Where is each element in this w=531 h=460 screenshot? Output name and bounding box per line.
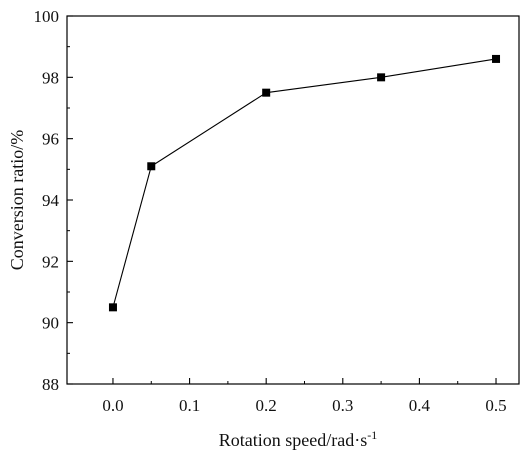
x-axis-title-text: Rotation speed/rad·s xyxy=(219,430,367,450)
data-point-marker xyxy=(377,73,386,82)
x-tick-label: 0.0 xyxy=(102,396,123,415)
x-axis-title: Rotation speed/rad·s-1 xyxy=(219,428,377,450)
x-tick-label: 0.3 xyxy=(332,396,353,415)
y-tick-label: 94 xyxy=(42,191,60,210)
x-tick-label: 0.1 xyxy=(179,396,200,415)
data-point-marker xyxy=(492,54,501,63)
data-point-marker xyxy=(147,162,156,171)
y-tick-label: 90 xyxy=(42,314,59,333)
y-axis-title: Conversion ratio/% xyxy=(7,130,27,270)
y-tick-label: 100 xyxy=(34,7,60,26)
x-tick-label: 0.2 xyxy=(256,396,277,415)
y-tick-label: 98 xyxy=(42,68,59,87)
x-tick-label: 0.5 xyxy=(485,396,506,415)
plot-frame xyxy=(66,15,520,385)
series-line xyxy=(112,58,497,308)
data-point-marker xyxy=(262,88,271,97)
y-tick-label: 92 xyxy=(42,252,59,271)
y-tick-label: 96 xyxy=(42,130,59,149)
x-axis-title-superscript: -1 xyxy=(367,428,377,442)
x-tick-label: 0.4 xyxy=(409,396,431,415)
y-tick-label: 88 xyxy=(42,375,59,394)
data-point-marker xyxy=(108,303,117,312)
